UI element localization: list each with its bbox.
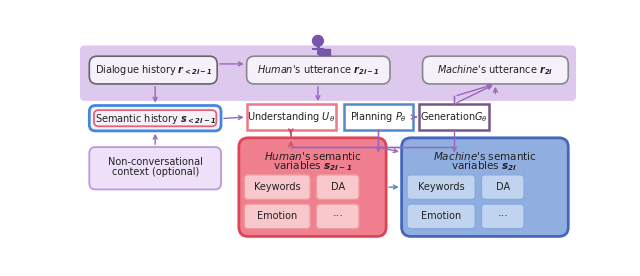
FancyBboxPatch shape bbox=[319, 49, 330, 55]
FancyBboxPatch shape bbox=[246, 104, 336, 130]
Text: Keywords: Keywords bbox=[254, 182, 301, 192]
FancyBboxPatch shape bbox=[422, 56, 568, 84]
Text: $\mathit{Machine}$'s utterance $\bfit{r}_{2i}$: $\mathit{Machine}$'s utterance $\bfit{r}… bbox=[437, 63, 554, 77]
Text: $\mathit{Machine}$'s semantic: $\mathit{Machine}$'s semantic bbox=[433, 150, 536, 162]
FancyBboxPatch shape bbox=[80, 46, 576, 101]
Text: ···: ··· bbox=[332, 211, 343, 221]
FancyBboxPatch shape bbox=[344, 104, 413, 130]
Text: Dialogue history $\bfit{r}_{<2i-1}$: Dialogue history $\bfit{r}_{<2i-1}$ bbox=[95, 63, 212, 77]
FancyBboxPatch shape bbox=[246, 56, 390, 84]
Text: $\mathit{Human}$'s semantic: $\mathit{Human}$'s semantic bbox=[264, 150, 362, 162]
Circle shape bbox=[312, 35, 323, 46]
Text: Emotion: Emotion bbox=[257, 211, 298, 221]
Text: Understanding $U_\theta$: Understanding $U_\theta$ bbox=[247, 110, 335, 124]
Text: DA: DA bbox=[496, 182, 510, 192]
Text: $\mathit{Human}$'s utterance $\bfit{r}_{2i-1}$: $\mathit{Human}$'s utterance $\bfit{r}_{… bbox=[257, 63, 380, 77]
FancyBboxPatch shape bbox=[407, 204, 476, 229]
FancyBboxPatch shape bbox=[244, 204, 310, 229]
FancyBboxPatch shape bbox=[90, 147, 221, 189]
Text: DA: DA bbox=[331, 182, 345, 192]
Text: Semantic history $\bfit{s}_{<2i-1}$: Semantic history $\bfit{s}_{<2i-1}$ bbox=[95, 112, 216, 126]
Text: Generation$G_\theta$: Generation$G_\theta$ bbox=[420, 110, 488, 124]
FancyBboxPatch shape bbox=[316, 175, 359, 200]
FancyBboxPatch shape bbox=[402, 138, 568, 237]
Text: Planning $P_\theta$: Planning $P_\theta$ bbox=[350, 110, 407, 124]
FancyBboxPatch shape bbox=[244, 175, 310, 200]
FancyBboxPatch shape bbox=[407, 175, 476, 200]
Text: ···: ··· bbox=[497, 211, 508, 221]
Text: context (optional): context (optional) bbox=[111, 168, 199, 177]
FancyBboxPatch shape bbox=[481, 204, 524, 229]
Text: variables $\bfit{s}_{2i}$: variables $\bfit{s}_{2i}$ bbox=[451, 160, 518, 173]
Text: Emotion: Emotion bbox=[421, 211, 461, 221]
FancyBboxPatch shape bbox=[90, 56, 217, 84]
FancyBboxPatch shape bbox=[481, 175, 524, 200]
Text: Keywords: Keywords bbox=[418, 182, 465, 192]
FancyBboxPatch shape bbox=[90, 105, 221, 131]
FancyBboxPatch shape bbox=[316, 204, 359, 229]
Text: variables $\bfit{s}_{2i-1}$: variables $\bfit{s}_{2i-1}$ bbox=[273, 160, 352, 173]
FancyBboxPatch shape bbox=[419, 104, 489, 130]
FancyBboxPatch shape bbox=[239, 138, 386, 237]
Text: Non-conversational: Non-conversational bbox=[108, 158, 203, 168]
